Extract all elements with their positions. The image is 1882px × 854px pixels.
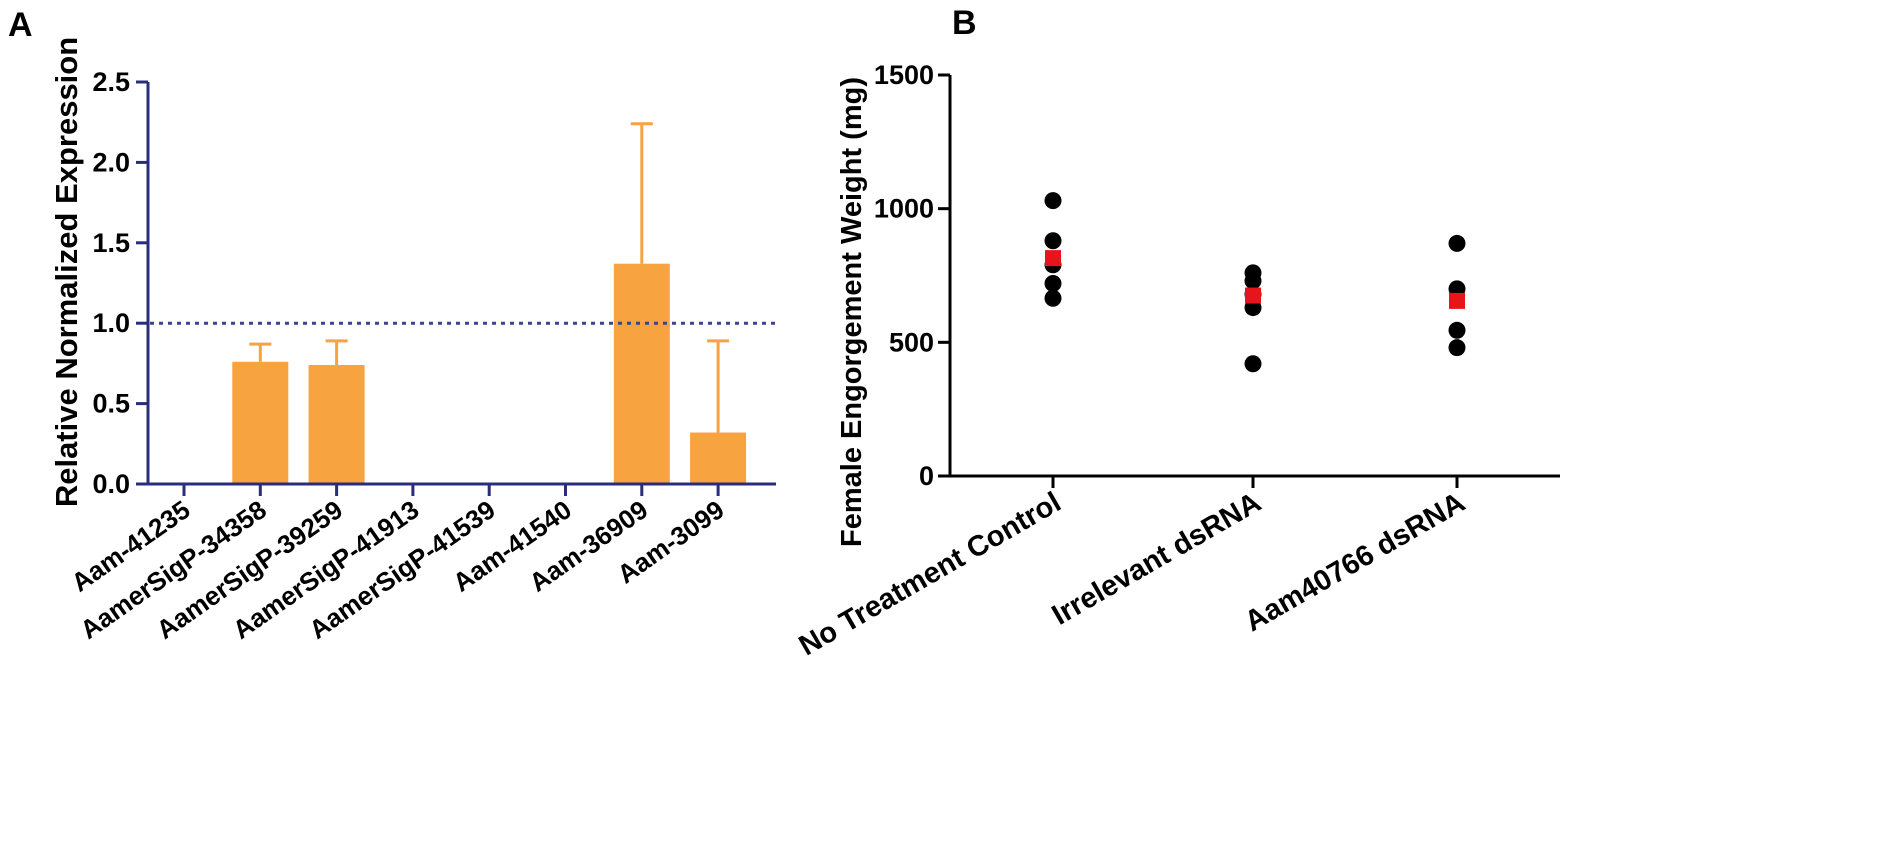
panel-a-y-tick-label: 1.5 (92, 228, 130, 258)
panel-a-bar (613, 263, 670, 484)
panel-a-y-tick-label: 2.5 (92, 67, 130, 97)
panel-a-y-axis-label: Relative Normalized Expression (49, 37, 84, 507)
panel-b-data-point (1044, 275, 1062, 293)
panel-b-mean-marker (1245, 287, 1261, 304)
panel-a-y-tick-label: 0.5 (92, 389, 130, 419)
panel-a-x-ticks: Aam-41235AamerSigP-34358AamerSigP-39259A… (66, 484, 730, 645)
panel-b-y-tick-label: 0 (919, 461, 934, 491)
panel-b-x-tick-label: Aam40766 dsRNA (1240, 486, 1471, 638)
panel-b-data-point (1044, 192, 1062, 210)
panel-b-mean-marker (1045, 250, 1061, 267)
panel-b-data-point (1448, 234, 1466, 252)
panel-b-data-point (1448, 321, 1466, 339)
panel-b-x-tick-label: No Treatment Control (794, 486, 1067, 662)
panel-a-letter: A (8, 6, 33, 44)
panel-b-y-tick-label: 1500 (874, 60, 934, 90)
panel-b-data-point (1044, 232, 1062, 250)
panel-b-data-point (1448, 339, 1466, 357)
panel-b-means (1045, 250, 1465, 309)
panel-a-axes (146, 82, 776, 486)
panel-a-error-bars (249, 122, 730, 433)
panel-b-points (1044, 192, 1466, 373)
panel-b-scatter-chart: B 0 500 1000 1500 No Treatment ControlIrrel… (794, 4, 1560, 662)
panel-b-data-point (1244, 272, 1262, 290)
panel-b-y-axis-label: Female Engorgement Weight (mg) (836, 77, 868, 547)
panel-a-bar (690, 432, 747, 484)
panel-b-y-tick-label: 1000 (874, 194, 934, 224)
panel-b-mean-marker (1449, 292, 1465, 309)
panel-b-data-point (1244, 355, 1262, 373)
panel-a-bar (308, 365, 365, 484)
panel-b-data-point (1044, 289, 1062, 307)
panel-a-y-ticks: 0.0 0.5 1.0 1.5 2.0 2.5 (92, 67, 148, 499)
panel-a-bar (232, 361, 289, 484)
panel-b-y-tick-label: 500 (889, 327, 934, 357)
panel-a-bars (232, 263, 747, 484)
panel-a-y-tick-label: 2.0 (92, 147, 130, 177)
panel-b-y-ticks: 0 500 1000 1500 (874, 60, 950, 491)
panel-a-y-tick-label: 1.0 (92, 308, 130, 338)
panel-b-x-tick-label: Irrelevant dsRNA (1047, 486, 1267, 631)
panel-a-y-tick-label: 0.0 (92, 469, 130, 499)
panel-a-bar-chart: A 0.0 0.5 1.0 1.5 2.0 2.5 Aam-41235AamerSigP-… (8, 6, 776, 645)
panel-b-letter: B (952, 4, 977, 42)
